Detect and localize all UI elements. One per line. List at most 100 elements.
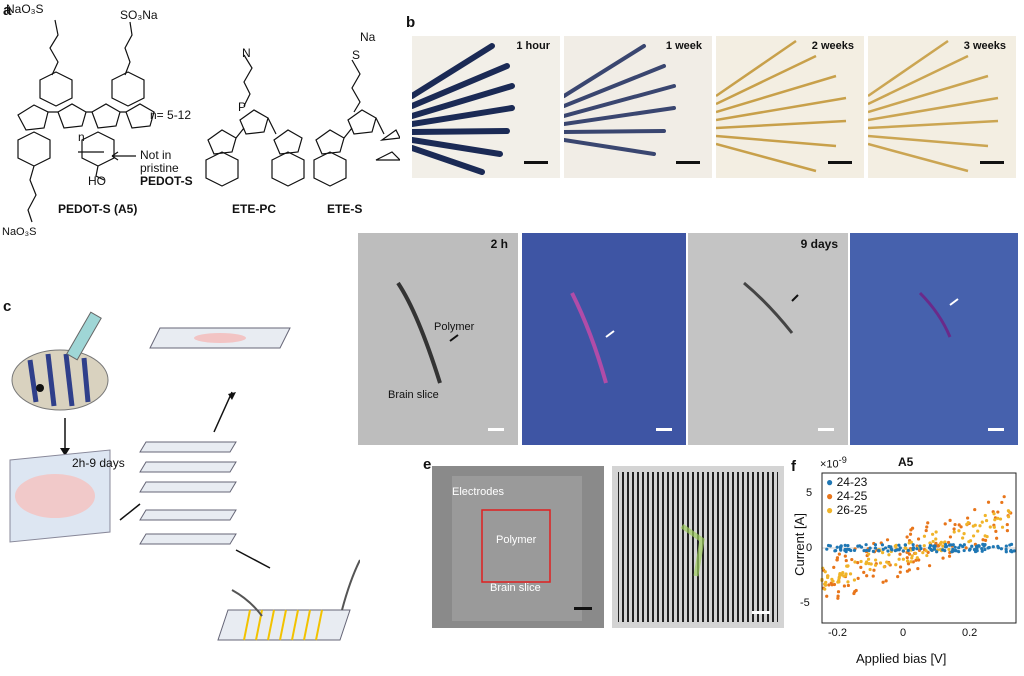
scale-bar [574,607,592,610]
data-point [941,544,945,548]
data-point [909,560,913,564]
brain-image-2h-brightfield: 2 h Polymer Brain slice [358,233,518,445]
data-point [941,556,945,560]
data-point [846,583,850,588]
data-point [957,529,961,533]
data-point [932,545,936,549]
scale-bar [988,428,1004,431]
data-point [918,544,922,548]
electrode-zoom-image [612,466,784,628]
data-point [996,544,1000,548]
data-point [835,558,839,562]
data-point [951,543,955,547]
data-point [839,544,843,548]
data-point [1006,515,1011,519]
data-point [910,526,915,530]
data-point [911,547,915,552]
data-point [905,535,909,539]
data-point [950,550,954,554]
sulfonate-label-2: SO₃Na [120,8,158,22]
data-point [947,554,952,558]
data-point [845,564,850,568]
data-point [889,547,893,551]
ammonium-label: N [242,46,251,60]
data-point [910,554,914,558]
data-point [983,534,987,538]
data-point [973,507,977,512]
data-point [995,536,999,540]
data-point [921,551,925,555]
data-point [993,518,997,522]
data-point [856,576,860,580]
data-point [873,543,878,547]
data-point [893,544,897,548]
data-point [846,544,850,548]
panel-label-b: b [406,14,416,31]
data-point [873,546,878,550]
not-in-label: Not in [140,148,172,162]
data-point [826,574,830,578]
data-point [917,558,921,562]
data-point [907,552,912,556]
data-point [943,540,947,544]
data-point [1002,495,1006,499]
data-point [877,548,881,553]
time-label-2h: 2 h [490,237,508,251]
data-point [962,548,966,553]
data-point [897,557,901,561]
electrodes-label: Electrodes [452,486,504,498]
fluorescence-drawing [918,291,959,338]
data-point [868,567,872,572]
panel-label-a: a [3,2,12,19]
data-point [894,563,898,567]
scale-bar [656,428,672,431]
data-point [832,582,837,587]
data-point [966,516,970,520]
data-point [1004,544,1008,548]
data-point [868,546,872,550]
data-point [864,548,869,553]
data-point [897,548,901,552]
n-subscript-label: n [78,130,85,144]
legend-label-1: 24-23 [836,475,868,489]
data-point [903,543,907,547]
data-point [881,580,885,584]
data-point [865,574,869,578]
data-point [925,525,929,529]
data-point [1004,547,1008,552]
data-point [958,543,962,547]
data-point [931,539,935,544]
data-point [944,544,949,549]
data-point [971,524,975,528]
data-point [924,528,928,533]
data-point [928,541,932,545]
data-point [992,525,996,529]
data-point [980,546,984,551]
sulfonate-s-label: S [352,48,361,62]
data-point [885,538,890,542]
data-point [983,542,987,547]
data-point [850,557,854,562]
data-point [884,546,888,550]
y-axis-label: Current [A] [791,513,807,576]
time-label-3: 2 weeks [811,40,854,52]
data-point [901,557,905,561]
data-point [826,543,831,548]
workflow-illustration [9,311,361,641]
data-point [832,565,836,569]
data-point [867,552,871,556]
data-point [898,565,903,569]
data-point [975,547,979,551]
pristine-label: pristine [140,161,179,175]
data-point [965,522,969,526]
data-point [1009,542,1014,546]
data-point [914,558,918,562]
time-label-1: 1 hour [516,40,550,52]
data-point [837,552,841,556]
data-point [852,591,856,596]
data-point [838,547,843,551]
time-label-2: 1 week [665,40,702,52]
data-point [957,550,961,554]
data-point [1004,550,1008,554]
data-point [962,543,966,547]
